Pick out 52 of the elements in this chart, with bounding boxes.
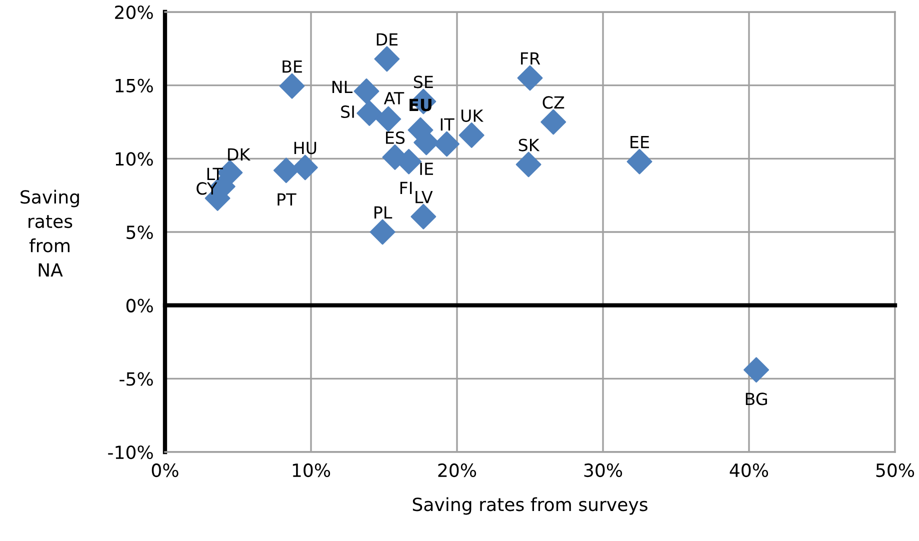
annotation: BG <box>746 392 767 406</box>
annotation: IE <box>420 162 433 175</box>
point <box>376 106 402 132</box>
point <box>744 357 770 383</box>
x-axis-title: Saving rates from surveys <box>412 497 648 515</box>
y-tick-label: 20% <box>115 5 153 20</box>
x-tick-label: 50% <box>876 463 914 478</box>
point <box>410 204 436 230</box>
point <box>356 100 382 126</box>
annotation: SI <box>341 105 354 118</box>
annotation: HU <box>294 142 316 154</box>
annotation: CZ <box>542 96 564 109</box>
x-tick-label: 10% <box>292 463 330 478</box>
annotation: PT <box>278 193 296 206</box>
annotation: SK <box>518 138 540 152</box>
point <box>434 131 460 157</box>
y-tick-label: -5% <box>120 372 153 386</box>
annotation: DE <box>376 33 398 46</box>
annotation: PL <box>374 206 392 219</box>
y-tick-label: 5% <box>126 225 153 240</box>
y-tick-label: 0% <box>126 298 153 312</box>
annotation: SE <box>414 76 433 88</box>
point <box>517 65 543 91</box>
y-tick-label: 10% <box>116 152 153 166</box>
point <box>516 152 542 178</box>
annotation: FI <box>400 182 412 194</box>
x-tick-label: 0% <box>152 463 178 478</box>
annotation: IT <box>440 118 454 131</box>
point <box>370 219 396 245</box>
x-tick-label: 20% <box>438 463 476 478</box>
annotation: BE <box>282 60 302 73</box>
point <box>292 154 318 180</box>
point <box>354 78 380 104</box>
annotation: ES <box>386 131 405 144</box>
point <box>279 73 305 99</box>
y-tick-label: 15% <box>116 78 153 92</box>
y-tick-label: -10% <box>108 445 153 460</box>
x-tick-label: 30% <box>584 463 622 478</box>
annotation: FR <box>521 52 540 65</box>
y-axis-title: Saving rates from NA <box>20 190 79 276</box>
annotation: UK <box>461 110 484 122</box>
point <box>626 148 652 174</box>
annotation: EE <box>630 136 649 148</box>
annotation: LV <box>416 190 433 204</box>
annotation: AT <box>384 92 404 104</box>
annotation: DK <box>228 148 251 161</box>
point <box>458 122 484 148</box>
point <box>374 46 400 72</box>
point <box>273 158 299 184</box>
annotation: NL <box>332 80 352 94</box>
x-tick-label: 40% <box>730 463 768 478</box>
point <box>540 109 566 135</box>
